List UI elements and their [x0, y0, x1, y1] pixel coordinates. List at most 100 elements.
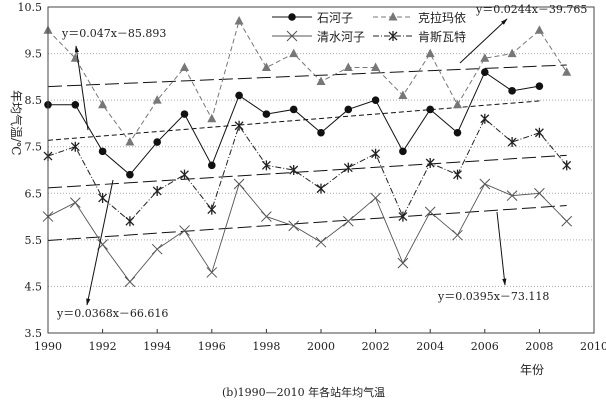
x-tick-label: 2006 — [471, 340, 499, 353]
triangle-marker — [289, 48, 299, 58]
x-marker — [452, 229, 463, 241]
triangle-marker — [316, 76, 326, 86]
triangle-marker — [180, 62, 189, 72]
circle-marker — [344, 105, 353, 114]
trendline — [47, 154, 567, 189]
x-axis-label: 年份 — [520, 363, 544, 377]
x-tick-label: 1998 — [252, 340, 280, 353]
x-marker — [370, 192, 381, 204]
asterisk-marker — [289, 165, 299, 175]
x-tick-label: 2000 — [307, 340, 335, 353]
series-line — [48, 71, 540, 176]
circle-marker — [208, 161, 216, 170]
y-tick-label: 9.5 — [25, 48, 43, 61]
circle-marker — [98, 147, 107, 156]
x-marker — [261, 211, 272, 222]
y-tick-label: 8.5 — [25, 94, 43, 107]
triangle-marker — [234, 15, 244, 25]
asterisk-marker — [152, 185, 162, 196]
asterisk-marker — [234, 120, 244, 131]
annotation-arrow — [496, 211, 507, 286]
circle-marker — [399, 147, 407, 156]
triangle-marker — [125, 137, 135, 146]
circle-marker — [289, 105, 298, 114]
x-marker — [342, 215, 354, 227]
triangle-marker — [343, 62, 353, 72]
asterisk-marker — [261, 160, 271, 171]
series-line — [47, 19, 568, 143]
asterisk-marker — [425, 158, 435, 169]
legend-label: 石河子 — [317, 11, 353, 25]
triangle-marker — [562, 67, 572, 76]
circle-marker — [262, 110, 271, 118]
circle-marker — [235, 91, 243, 100]
annotation-arrow — [74, 45, 89, 131]
circle-marker — [508, 87, 516, 95]
x-marker — [151, 243, 163, 255]
asterisk-marker — [398, 211, 408, 222]
triangle-marker — [453, 99, 462, 109]
triangle-marker — [371, 62, 381, 72]
triangle-marker — [261, 62, 271, 72]
series-line — [47, 183, 568, 283]
x-tick-label: 1990 — [34, 340, 62, 353]
x-tick-label: 2002 — [362, 340, 390, 353]
asterisk-marker — [480, 113, 490, 124]
circle-marker — [288, 13, 296, 21]
triangle-marker — [98, 99, 108, 109]
asterisk-marker — [180, 169, 189, 180]
asterisk-marker — [388, 31, 398, 41]
x-tick-label: 2010 — [580, 340, 606, 353]
circle-marker — [71, 101, 80, 109]
asterisk-marker — [343, 162, 353, 173]
x-marker — [534, 187, 545, 199]
annotation-arrow — [86, 179, 114, 306]
annotation-arrow — [459, 18, 508, 64]
legend-label: 清水河子 — [317, 30, 365, 44]
x-marker — [561, 215, 573, 227]
circle-marker — [426, 105, 435, 114]
triangle-marker — [425, 48, 435, 58]
x-marker — [424, 206, 436, 218]
y-tick-label: 7.5 — [25, 141, 43, 154]
trendline — [47, 205, 567, 241]
legend-label: 肯斯瓦特 — [418, 29, 466, 44]
y-tick-label: 3.5 — [25, 327, 43, 340]
x-marker — [206, 267, 218, 278]
x-marker — [233, 178, 245, 190]
x-tick-label: 1992 — [89, 340, 117, 353]
x-tick-label: 2004 — [416, 340, 444, 353]
y-tick-label: 5.5 — [25, 234, 43, 247]
plot-frame — [47, 6, 595, 334]
asterisk-marker — [125, 216, 135, 227]
triangle-marker — [207, 113, 217, 123]
y-tick-label: 6.5 — [25, 187, 43, 200]
trend-equation: y＝0.047x－85.893 — [61, 27, 166, 40]
asterisk-marker — [453, 169, 462, 180]
circle-marker — [453, 128, 462, 137]
asterisk-marker — [371, 148, 381, 159]
x-marker — [69, 197, 81, 208]
triangle-marker — [398, 90, 408, 99]
trendline — [47, 64, 567, 88]
x-tick-label: 2008 — [525, 340, 553, 353]
x-marker — [179, 225, 190, 236]
triangle-marker — [507, 48, 517, 58]
chart-title: (b)1990—2010 年各站年均气温 — [222, 385, 385, 399]
triangle-marker — [152, 95, 162, 104]
x-marker — [315, 236, 327, 248]
trend-equation: y＝0.0395x－73.118 — [437, 290, 549, 303]
y-axis-label: 年均气温/℃ — [9, 90, 24, 155]
x-marker — [286, 30, 298, 42]
asterisk-marker — [316, 183, 326, 194]
series-line — [47, 117, 568, 222]
x-marker — [288, 220, 300, 232]
trend-equation: y＝0.0244x－39.765 — [475, 3, 587, 16]
y-tick-label: 10.5 — [18, 1, 43, 14]
asterisk-marker — [534, 127, 544, 138]
x-tick-label: 1996 — [198, 340, 226, 353]
asterisk-marker — [507, 137, 517, 148]
y-tick-label: 4.5 — [25, 280, 43, 293]
triangle-marker — [480, 53, 490, 62]
